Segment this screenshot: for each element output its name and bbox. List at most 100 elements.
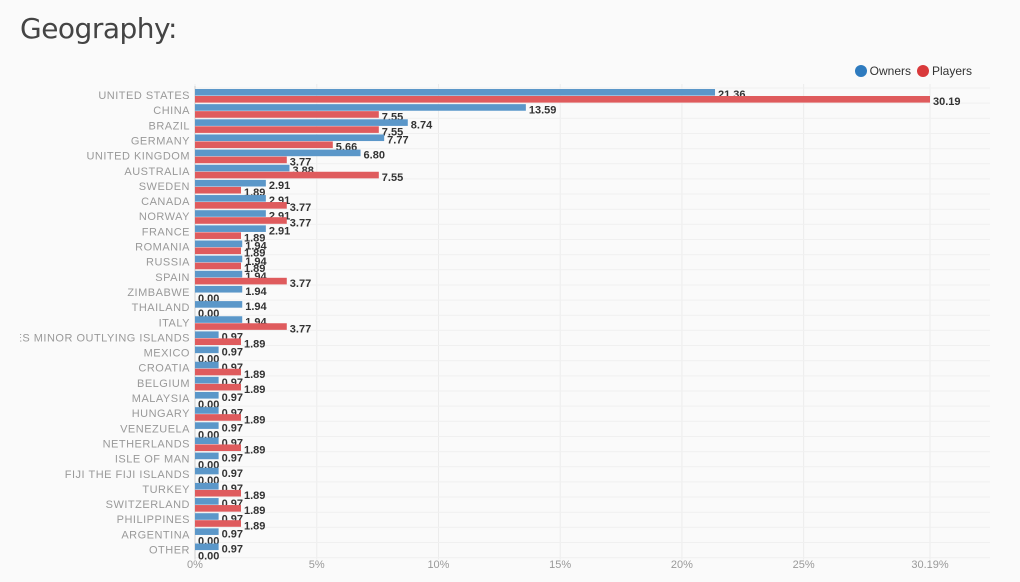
category-label: UNITED STATES MINOR OUTLYING ISLANDS (0, 332, 190, 344)
bar-players (195, 232, 242, 239)
x-tick-label: 5% (309, 559, 325, 571)
bar-owners (195, 513, 219, 520)
data-label-owners: 1.94 (245, 241, 267, 253)
x-tick-label: 10% (427, 559, 449, 571)
category-label: ITALY (159, 317, 191, 329)
data-label-owners: 0.97 (222, 468, 243, 480)
bar-owners (195, 195, 266, 202)
category-label: RUSSIA (146, 257, 190, 269)
bar-players (195, 247, 242, 255)
data-label-players: 1.89 (244, 369, 265, 381)
bar-players (195, 338, 242, 345)
bar-owners (195, 392, 219, 399)
data-label-owners: 13.59 (529, 104, 557, 116)
data-label-owners: 2.91 (269, 180, 290, 192)
bar-players (195, 414, 242, 421)
x-tick-label: 15% (549, 559, 571, 571)
category-label: ZIMBABWE (127, 287, 190, 299)
bar-owners (195, 498, 219, 505)
bar-owners (195, 104, 526, 111)
data-label-players: 1.89 (244, 384, 265, 396)
bar-owners (195, 179, 266, 187)
bar-owners (195, 437, 219, 445)
category-label: FRANCE (142, 226, 190, 238)
data-label-owners: 8.74 (411, 119, 433, 131)
bar-players (195, 323, 287, 330)
legend-owners-dot-icon (854, 65, 867, 77)
data-label-players: 1.89 (244, 445, 265, 457)
data-label-players: 30.19 (933, 96, 961, 108)
data-label-owners: 2.91 (269, 225, 290, 237)
bar-owners (195, 285, 243, 293)
category-label: MALAYSIA (132, 393, 190, 405)
data-label-players: 1.89 (244, 505, 265, 517)
category-label: CHINA (153, 105, 190, 117)
data-label-owners: 7.77 (387, 135, 408, 147)
category-label: ARGENTINA (121, 529, 190, 541)
data-label-owners: 6.80 (364, 150, 385, 162)
bar-owners (195, 134, 385, 142)
data-label-players: 1.89 (244, 490, 265, 502)
data-label-players: 1.89 (244, 248, 265, 260)
bar-players (195, 277, 287, 285)
bar-players (195, 489, 242, 497)
bar-players (195, 368, 242, 376)
bar-owners (195, 119, 408, 126)
bar-owners (195, 543, 219, 551)
data-label-players: 3.77 (290, 278, 311, 290)
bar-players (195, 217, 287, 224)
data-label-players: 3.77 (290, 323, 311, 335)
data-label-players: 1.89 (244, 263, 265, 275)
bar-players (195, 186, 242, 194)
bar-players (195, 141, 333, 149)
bar-owners (195, 346, 219, 354)
bar-players (195, 444, 242, 452)
category-label: CROATIA (138, 363, 190, 375)
data-label-players: 1.89 (244, 520, 265, 532)
x-tick-label: 0% (187, 559, 203, 571)
bar-players (195, 262, 242, 270)
bar-players (195, 202, 287, 209)
category-label: NETHERLANDS (103, 438, 190, 450)
bar-owners (195, 452, 219, 460)
bar-owners (195, 210, 266, 217)
data-label-owners: 0.97 (222, 392, 243, 404)
data-label-players: 7.55 (382, 126, 403, 138)
category-label: GERMANY (131, 135, 190, 147)
category-label: BRAZIL (148, 120, 190, 132)
page-title: Geography: (20, 12, 177, 45)
category-label: TURKEY (142, 484, 190, 496)
legend-item-owners[interactable]: Owners (854, 64, 911, 78)
data-label-players: 1.89 (244, 339, 265, 351)
data-label-owners: 0.97 (222, 453, 243, 465)
data-label-owners: 1.94 (245, 301, 267, 313)
bar-owners (195, 482, 219, 490)
data-label-owners: 1.94 (245, 256, 267, 268)
category-label: OTHER (149, 545, 190, 557)
data-label-owners: 0.97 (222, 528, 243, 540)
category-label: SPAIN (155, 272, 190, 284)
data-label-owners: 0.97 (222, 347, 243, 359)
bar-owners (195, 149, 361, 157)
category-label: PHILIPPINES (117, 514, 190, 526)
category-label: UNITED KINGDOM (86, 151, 190, 163)
category-label: ISLE OF MAN (115, 454, 190, 466)
category-label: NORWAY (139, 211, 190, 223)
bar-owners (195, 164, 290, 172)
category-label: SWEDEN (139, 181, 190, 193)
legend-item-players[interactable]: Players (916, 64, 972, 78)
data-label-players: 7.55 (382, 172, 403, 184)
bar-owners (195, 528, 219, 535)
bar-players (195, 505, 242, 512)
legend-owners-label: Owners (869, 64, 911, 78)
bar-owners (195, 89, 716, 96)
bar-owners (195, 316, 243, 323)
category-label: HUNGARY (132, 408, 190, 420)
category-label: VENEZUELA (120, 423, 190, 435)
bar-owners (195, 301, 243, 308)
bar-owners (195, 225, 266, 232)
data-label-owners: 1.94 (245, 286, 267, 298)
category-label: BELGIUM (137, 378, 190, 390)
category-label: UNITED STATES (98, 90, 190, 102)
bar-players (195, 171, 379, 179)
